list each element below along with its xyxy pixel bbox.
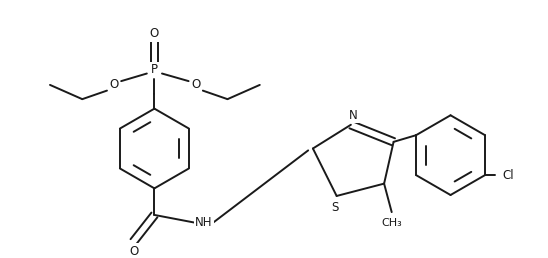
Text: S: S [331, 201, 339, 214]
Text: O: O [192, 78, 201, 91]
Text: NH: NH [195, 216, 213, 229]
Text: N: N [349, 109, 357, 122]
Text: O: O [150, 27, 159, 40]
Text: CH₃: CH₃ [381, 219, 402, 229]
Text: P: P [151, 63, 158, 76]
Text: Cl: Cl [502, 168, 513, 182]
Text: O: O [109, 78, 118, 91]
Text: O: O [129, 245, 138, 257]
